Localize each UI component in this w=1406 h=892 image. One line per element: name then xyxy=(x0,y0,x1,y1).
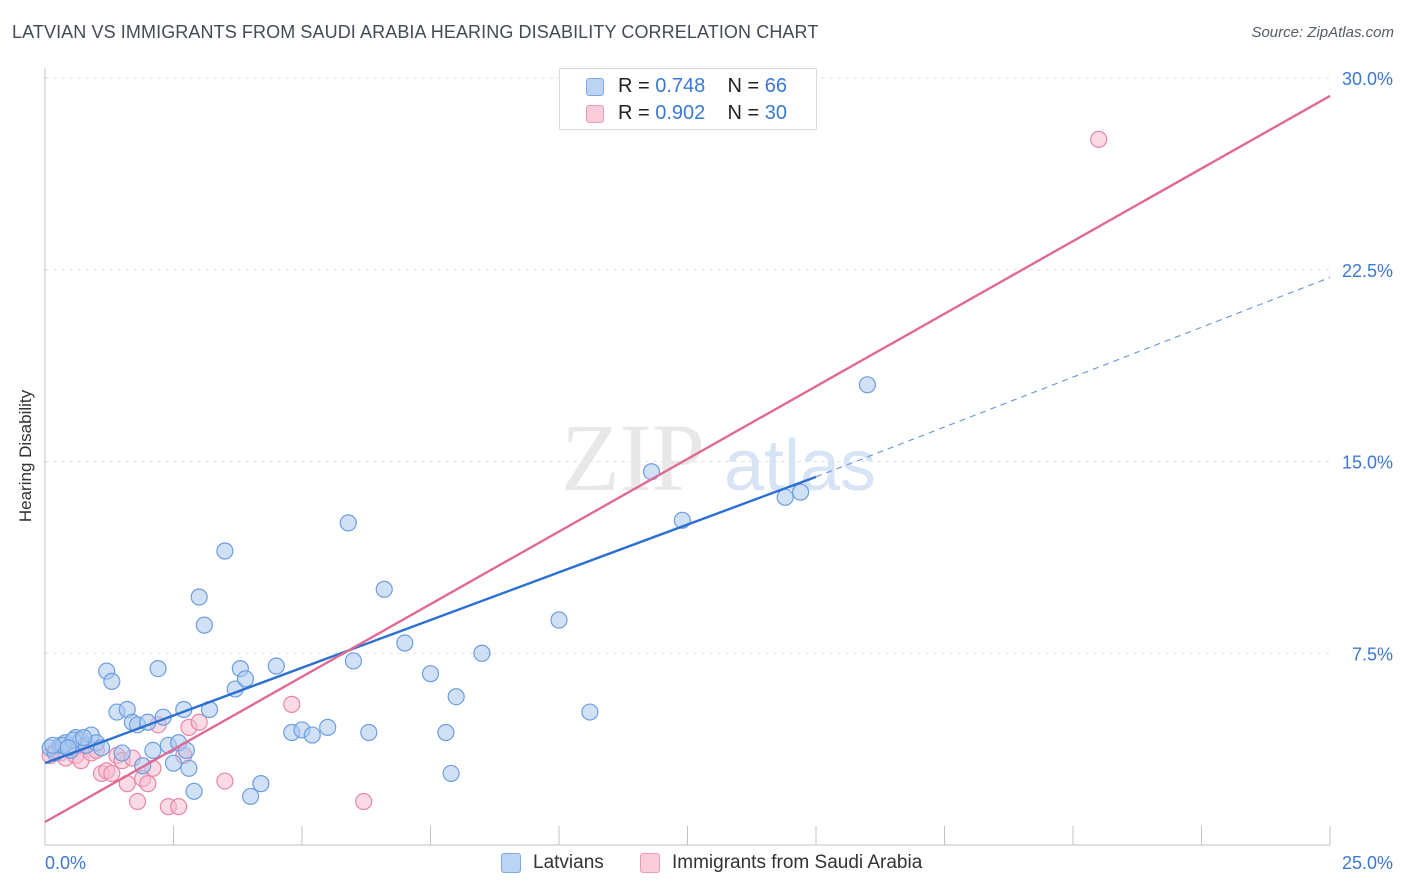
legend-n-value: 66 xyxy=(764,75,788,97)
latvian-point xyxy=(242,787,260,806)
saudi-arabia-point xyxy=(283,695,301,713)
latvian-point xyxy=(185,782,203,800)
latvian-point xyxy=(319,718,337,736)
latvian-point xyxy=(437,723,455,742)
saudi-arabia-point xyxy=(1090,130,1108,148)
grid-layer xyxy=(45,77,1330,654)
latvian-point xyxy=(858,376,877,394)
latvian-point xyxy=(44,736,62,754)
y-tick-label: 22.5% xyxy=(1342,261,1393,281)
source-label: Source: ZipAtlas.com xyxy=(1251,24,1394,41)
latvian-point xyxy=(236,670,255,688)
legend-swatch-blue xyxy=(586,78,604,96)
stats-legend: R = 0.748 N = 66 R = 0.902 N = 30 xyxy=(559,68,817,130)
latvian-point xyxy=(144,741,162,760)
latvian-point xyxy=(303,726,321,744)
legend-r-value: 0.902 xyxy=(655,102,706,124)
legend-r-value: 0.748 xyxy=(655,75,706,97)
latvian-point xyxy=(195,616,213,634)
latvian-point xyxy=(344,652,362,670)
legend-r-label: R = xyxy=(618,102,650,124)
latvian-point xyxy=(447,688,465,706)
saudi-arabia-point xyxy=(170,798,188,816)
bottom-legend-swatch-pink xyxy=(640,853,660,873)
latvian-point xyxy=(442,764,460,783)
latvian-point xyxy=(164,754,183,772)
x-tick-label: 0.0% xyxy=(45,853,86,873)
latvian-point xyxy=(180,759,198,777)
saudi-arabia-point xyxy=(103,764,121,783)
latvian-point xyxy=(776,488,794,506)
latvian-point xyxy=(190,588,208,606)
latvian-point xyxy=(339,514,357,532)
legend-swatch-pink xyxy=(586,105,604,123)
bottom-legend-label: Immigrants from Saudi Arabia xyxy=(672,852,923,873)
legend-n-label: N = xyxy=(727,102,760,124)
latvian-point xyxy=(113,744,131,762)
latvian-point xyxy=(396,634,414,652)
latvian-point xyxy=(473,644,491,662)
saudi-arabia-point xyxy=(139,775,157,793)
axis-layer xyxy=(44,68,1331,846)
bottom-legend-swatch-blue xyxy=(501,853,521,873)
latvian-point xyxy=(375,580,393,598)
latvian-trend-extension xyxy=(815,276,1331,478)
trend-lines xyxy=(44,94,1331,824)
latvian-point xyxy=(791,483,810,501)
saudi-arabia-point xyxy=(355,792,373,811)
chart-title: LATVIAN VS IMMIGRANTS FROM SAUDI ARABIA … xyxy=(12,22,819,42)
latvian-point xyxy=(252,775,270,793)
saudi-arabia-point xyxy=(128,792,147,811)
legend-n-value: 30 xyxy=(764,102,788,124)
latvian-point xyxy=(550,611,568,629)
y-tick-label: 7.5% xyxy=(1352,644,1393,664)
legend-r-label: R = xyxy=(618,75,650,97)
latvian-point xyxy=(360,723,378,742)
latvian-points xyxy=(41,376,877,806)
x-tick-label: 25.0% xyxy=(1342,853,1393,873)
y-tick-label: 30.0% xyxy=(1342,69,1393,89)
latvian-point xyxy=(216,542,234,560)
latvian-point xyxy=(581,703,599,721)
y-tick-label: 15.0% xyxy=(1342,453,1393,473)
watermark-zip: ZIP xyxy=(561,404,705,511)
latvian-point xyxy=(421,665,440,683)
saudi-arabia-point xyxy=(216,772,234,790)
legend-n-label: N = xyxy=(727,75,760,97)
latvian-point xyxy=(149,659,167,678)
saudi-arabia-trend-line xyxy=(44,94,1331,824)
latvian-point xyxy=(103,672,121,690)
tick-labels: 7.5% 15.0% 22.5% 30.0% 0.0% 25.0% xyxy=(45,69,1393,873)
bottom-legend-label: Latvians xyxy=(533,852,604,873)
latvian-trend-line xyxy=(44,475,817,765)
y-axis-label: Hearing Disability xyxy=(16,389,35,523)
latvian-point xyxy=(267,657,285,675)
saudi-arabia-point xyxy=(190,713,208,731)
latvian-point xyxy=(74,729,93,747)
